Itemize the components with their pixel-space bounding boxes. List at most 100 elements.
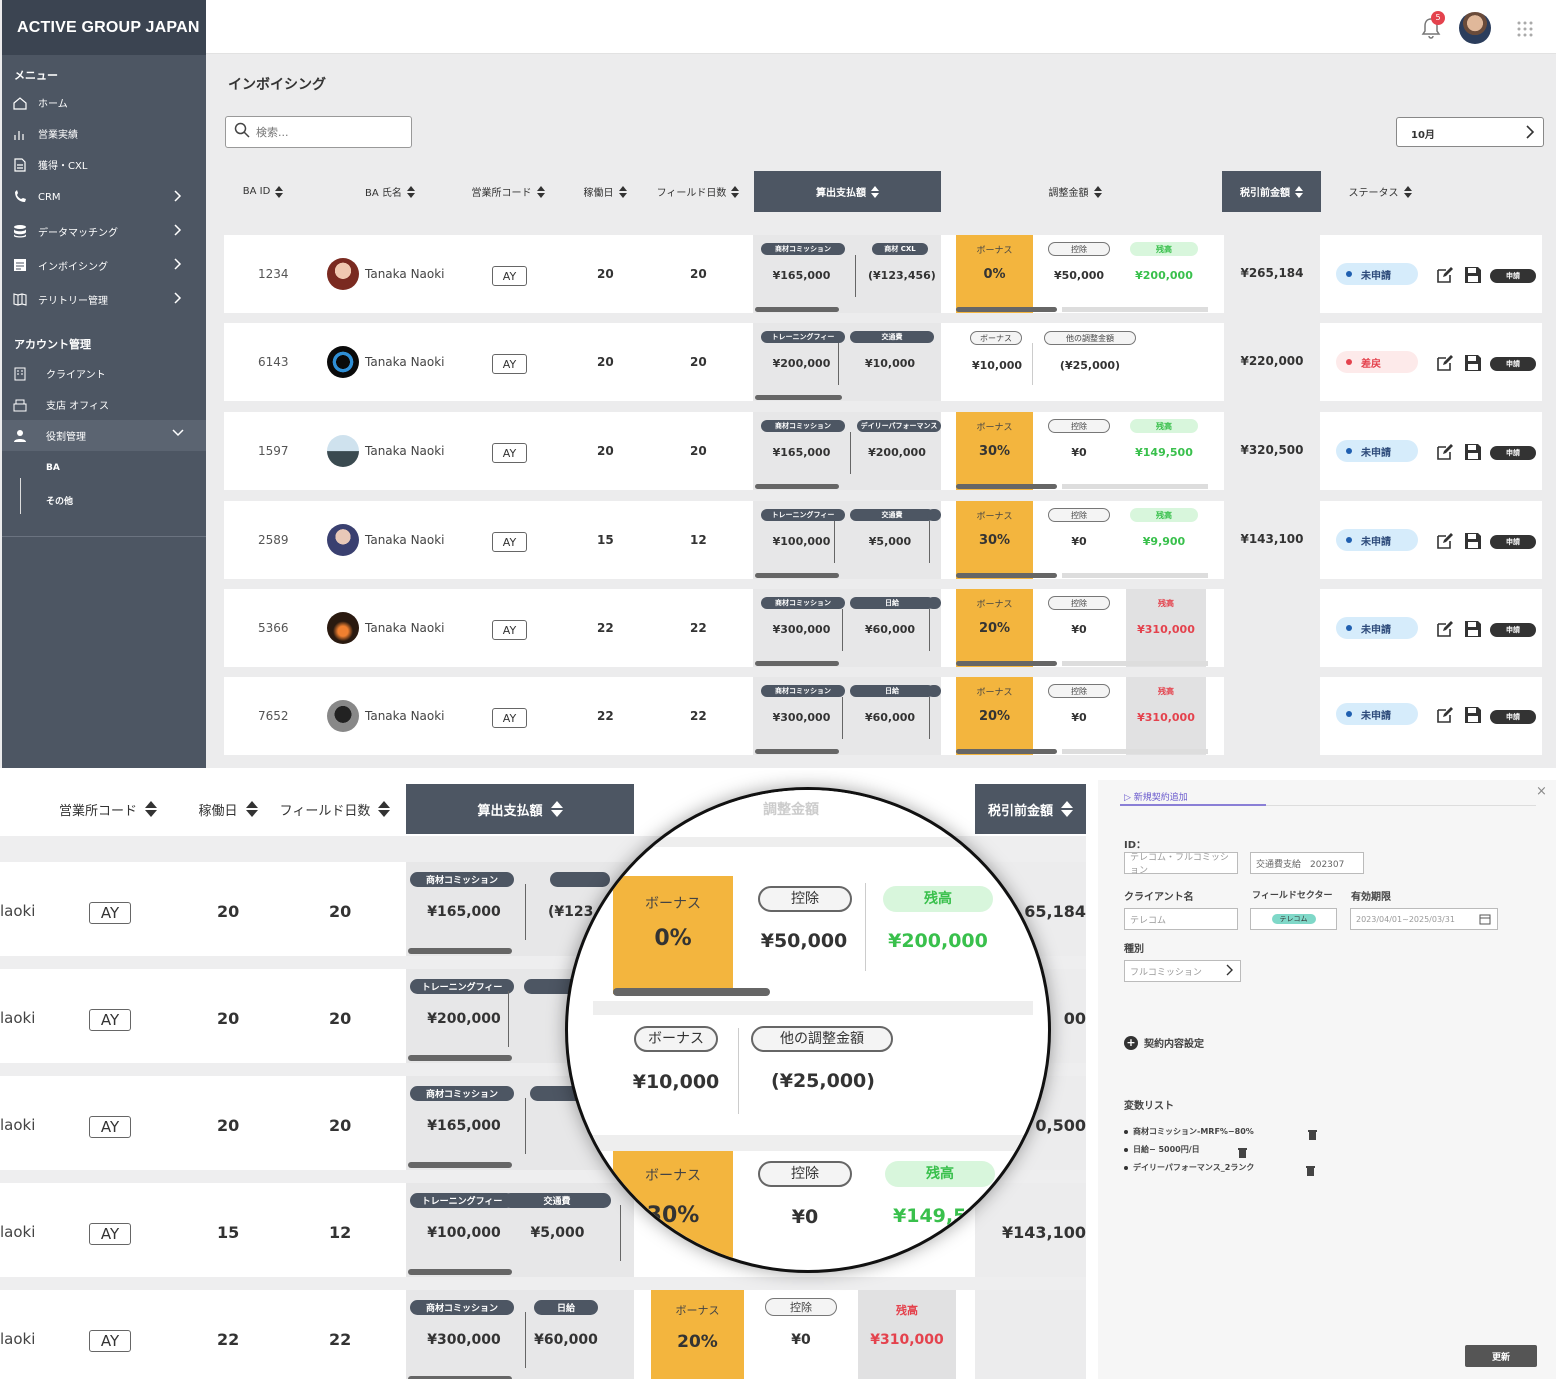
apply-button[interactable]: 申請 xyxy=(1490,357,1536,371)
sidebar-item-invoice[interactable]: インボイシング xyxy=(2,248,206,282)
ba-name[interactable]: Tanaka Naoki xyxy=(365,444,445,458)
zoom-calc-scrollbar[interactable] xyxy=(408,948,512,954)
zoom-header-office-code[interactable]: 営業所コード xyxy=(48,784,168,834)
tab-new-contract[interactable]: ▷ 新規契約追加 xyxy=(1124,793,1188,803)
ba-name[interactable]: Tanaka Naoki xyxy=(365,709,445,723)
trash-icon[interactable] xyxy=(1238,1143,1247,1162)
adjust-scrollbar[interactable] xyxy=(956,484,1057,489)
sort-icon[interactable] xyxy=(536,185,545,198)
sector-field[interactable]: テレコム xyxy=(1250,908,1337,930)
ba-name[interactable]: Tanaka Naoki xyxy=(365,533,445,547)
table-row[interactable]: 1597 Tanaka Naoki AY 20 20 商材コミッション ¥165,000 デイ… xyxy=(224,412,1542,490)
zoom-row[interactable]: laoki AY 22 22 商材コミッション ¥300,000 日給 ¥60,000 ボーナス… xyxy=(0,1290,1086,1379)
header-office-code[interactable]: 営業所コード xyxy=(458,171,558,212)
apps-grid-icon[interactable] xyxy=(1516,20,1534,38)
zoom-header-work-days[interactable]: 稼働日 xyxy=(188,784,268,834)
type-field[interactable]: フルコミッション xyxy=(1124,960,1241,982)
sort-icon[interactable] xyxy=(1295,185,1303,198)
table-row[interactable]: 7652 Tanaka Naoki AY 22 22 商材コミッション ¥300,000 日給… xyxy=(224,677,1542,755)
sidebar-item-document[interactable]: 獲得・CXL xyxy=(2,149,206,180)
month-selector[interactable]: 10月 xyxy=(1396,117,1544,147)
zoom-calc-scrollbar[interactable] xyxy=(408,1055,512,1061)
table-row[interactable]: 1234 Tanaka Naoki AY 20 20 商材コミッション ¥165,000 商材… xyxy=(224,235,1542,313)
edit-icon[interactable] xyxy=(1436,354,1454,372)
calendar-icon[interactable] xyxy=(1479,913,1491,927)
adjust-scrollbar[interactable] xyxy=(956,749,1057,754)
save-icon[interactable] xyxy=(1464,266,1482,284)
sort-icon[interactable] xyxy=(378,801,391,817)
edit-icon[interactable] xyxy=(1436,532,1454,550)
sort-icon[interactable] xyxy=(1061,801,1073,817)
calc-scrollbar[interactable] xyxy=(755,573,839,578)
sidebar-item-database[interactable]: データマッチング xyxy=(2,214,206,248)
header-field-days[interactable]: フィールド日数 xyxy=(648,171,748,212)
edit-icon[interactable] xyxy=(1436,266,1454,284)
zoom-header-field-days[interactable]: フィールド日数 xyxy=(275,784,395,834)
sort-icon[interactable] xyxy=(1403,185,1412,198)
adjust-scrollbar[interactable] xyxy=(956,573,1057,578)
update-button[interactable]: 更新 xyxy=(1465,1345,1537,1367)
ba-name[interactable]: Tanaka Naoki xyxy=(365,621,445,635)
zoom-calc-scrollbar[interactable] xyxy=(408,1376,512,1379)
edit-icon[interactable] xyxy=(1436,706,1454,724)
trash-icon[interactable] xyxy=(1306,1161,1315,1180)
calc-scrollbar[interactable] xyxy=(755,307,839,312)
header-pretax[interactable]: 税引前金額 xyxy=(1222,171,1321,212)
edit-icon[interactable] xyxy=(1436,620,1454,638)
apply-button[interactable]: 申請 xyxy=(1490,269,1536,283)
sort-icon[interactable] xyxy=(275,185,284,198)
table-row[interactable]: 5366 Tanaka Naoki AY 22 22 商材コミッション ¥300,000 日給… xyxy=(224,589,1542,667)
apply-button[interactable]: 申請 xyxy=(1490,623,1536,637)
contract-setting-link[interactable]: + 契約内容設定 xyxy=(1124,1035,1204,1050)
header-adjust[interactable]: 調整金額 xyxy=(1020,171,1130,212)
sort-icon[interactable] xyxy=(871,185,879,198)
sidebar-sub-ba[interactable]: BA xyxy=(46,462,60,473)
adjust-scrollbar[interactable] xyxy=(956,661,1057,666)
period-field[interactable]: 2023/04/01~2025/03/31 xyxy=(1350,908,1498,930)
search-box[interactable] xyxy=(225,116,412,148)
sort-icon[interactable] xyxy=(550,801,563,817)
sort-icon[interactable] xyxy=(731,185,740,198)
save-icon[interactable] xyxy=(1464,620,1482,638)
sort-icon[interactable] xyxy=(618,185,627,198)
header-status[interactable]: ステータス xyxy=(1330,171,1430,212)
id-field-2[interactable]: 交通費支給 202307 xyxy=(1250,852,1364,874)
zoom-calc-scrollbar[interactable] xyxy=(408,1269,512,1275)
sort-icon[interactable] xyxy=(145,801,157,817)
calc-scrollbar[interactable] xyxy=(755,661,839,666)
adjust-scrollbar[interactable] xyxy=(956,307,1057,312)
user-avatar[interactable] xyxy=(1459,12,1491,44)
sidebar-account-user[interactable]: 役割管理 xyxy=(2,420,206,451)
edit-icon[interactable] xyxy=(1436,443,1454,461)
header-calc[interactable]: 算出支払額 xyxy=(754,171,941,212)
close-icon[interactable]: × xyxy=(1536,784,1547,799)
apply-button[interactable]: 申請 xyxy=(1490,710,1536,724)
sidebar-item-home[interactable]: ホーム xyxy=(2,87,206,118)
save-icon[interactable] xyxy=(1464,354,1482,372)
save-icon[interactable] xyxy=(1464,443,1482,461)
ba-name[interactable]: Tanaka Naoki xyxy=(365,267,445,281)
sidebar-account-office[interactable]: 支店 オフィス xyxy=(2,389,206,420)
sidebar-item-map[interactable]: テリトリー管理 xyxy=(2,282,206,316)
header-ba-id[interactable]: BA ID xyxy=(228,171,298,212)
client-field[interactable]: テレコム xyxy=(1124,908,1238,930)
save-icon[interactable] xyxy=(1464,706,1482,724)
table-row[interactable]: 2589 Tanaka Naoki AY 15 12 トレーニングフィー ¥100,000 交… xyxy=(224,501,1542,579)
trash-icon[interactable] xyxy=(1308,1125,1317,1144)
sort-icon[interactable] xyxy=(245,801,258,817)
zoom-calc-scrollbar[interactable] xyxy=(408,1162,512,1168)
apply-button[interactable]: 申請 xyxy=(1490,446,1536,460)
search-input[interactable] xyxy=(256,125,396,139)
table-row[interactable]: 6143 Tanaka Naoki AY 20 20 トレーニングフィー ¥200,000 交… xyxy=(224,323,1542,401)
sort-icon[interactable] xyxy=(406,185,415,198)
header-ba-name[interactable]: BA 氏名 xyxy=(340,171,440,212)
id-field[interactable]: テレコム・フルコミッション xyxy=(1124,852,1238,876)
save-icon[interactable] xyxy=(1464,532,1482,550)
sidebar-sub-other[interactable]: その他 xyxy=(46,497,74,507)
calc-scrollbar[interactable] xyxy=(755,749,839,754)
sidebar-item-phone[interactable]: CRM xyxy=(2,180,206,214)
sidebar-item-bar-chart[interactable]: 営業実績 xyxy=(2,118,206,149)
calc-scrollbar[interactable] xyxy=(755,395,842,400)
calc-scrollbar[interactable] xyxy=(755,484,839,489)
header-work-days[interactable]: 稼働日 xyxy=(570,171,640,212)
